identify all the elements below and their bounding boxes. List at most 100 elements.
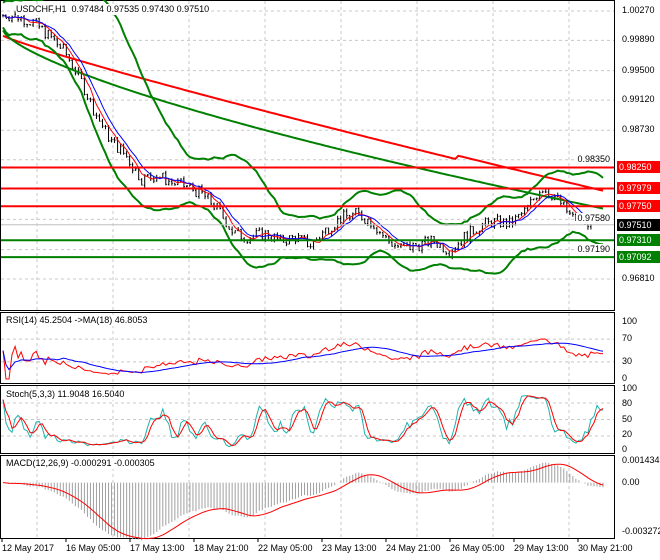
price-bar [330,230,333,237]
price-bar [375,227,378,235]
macd-signal-line [2,463,604,540]
stoch-axis-tick: 50 [622,413,633,424]
price-bar [532,198,535,201]
price-bar [399,243,402,249]
price-bar [101,118,104,129]
rsi-ma-line [2,342,604,373]
stoch-axis-tick: 100 [622,383,638,393]
price-bar [445,251,448,256]
price-bar [53,34,56,41]
price-bar [125,150,128,158]
price-tick: 0.99500 [622,64,655,75]
price-bar [493,218,496,229]
price-bar [418,243,421,252]
price-bar [194,189,197,198]
price-bar [185,185,188,188]
price-bar [505,218,508,230]
price-bar [544,189,547,194]
price-tick: 0.98350 [576,153,611,165]
stoch-axis-tick: 20 [622,429,633,439]
price-bar [11,15,14,23]
price-bar [23,14,26,28]
price-bar [285,241,288,247]
price-bar [384,234,387,239]
price-bar [348,214,351,221]
price-bar [167,178,170,186]
price-bar [571,211,574,217]
macd-label: MACD(12,26,9) -0.000291 -0.000305 [6,458,155,469]
price-bar [104,124,107,130]
price-bar [137,168,140,181]
price-bar [143,174,146,188]
time-axis-label: 23 May 13:00 [322,543,377,553]
bollinger-upper [2,0,604,226]
time-axis-label: 16 May 05:00 [66,543,121,553]
price-bar [309,243,312,249]
price-bar [568,210,571,215]
rsi-axis-tick: 100 [622,316,638,326]
price-bar [128,155,131,167]
price-bar [460,240,463,247]
macd-axis-tick: 0.00 [622,476,640,487]
price-bar [83,77,86,96]
price-bar [472,226,475,235]
price-bar [363,218,366,224]
price-bar [140,178,143,186]
price-bar [228,226,231,230]
price-bar [390,241,393,247]
level-price-tag: 0.97750 [617,200,660,213]
symbol-timeframe: USDCHF,H1 [16,4,67,14]
price-bar [517,213,520,219]
rsi-axis-tick: 0 [622,373,628,383]
stoch-axis-tick: 80 [622,398,633,408]
price-bar [393,242,396,249]
price-bar [430,235,433,249]
price-bar [496,213,499,221]
price-bar [541,190,544,194]
price-bar [378,231,381,235]
price-bar [324,227,327,235]
stoch-signal-line [2,395,604,447]
macd-axis-tick: 0.001434 [622,455,660,465]
macd-axis-tick: -0.003272 [622,526,660,536]
time-axis-label: 17 May 13:00 [130,543,185,553]
panel-0 [0,0,615,311]
price-bar [412,242,415,253]
level-price-tag: 0.97979 [617,182,660,195]
price-bar [396,244,399,249]
level-price-tag: 0.97310 [617,234,660,247]
price-bar [56,36,59,48]
time-axis-label: 30 May 21:00 [578,543,633,553]
current-price-tag: 0.97510 [617,218,660,231]
time-axis-label: 24 May 21:00 [386,543,441,553]
price-bar [86,93,89,101]
time-axis-label: 26 May 05:00 [450,543,505,553]
price-bar [535,197,538,201]
price-bar [29,24,32,26]
price-bar [26,23,29,28]
time-axis-label: 22 May 05:00 [258,543,313,553]
price-bar [62,43,65,49]
price-bar [92,98,95,116]
price-bar [41,25,44,28]
price-bar [47,29,50,40]
price-tick: 0.97580 [576,213,611,225]
time-axis-label: 18 May 21:00 [194,543,249,553]
price-bar [345,208,348,219]
price-bar [523,206,526,215]
price-tick: 0.99120 [622,94,655,105]
ohlc-values: 0.97484 0.97535 0.97430 0.97510 [71,4,210,14]
price-bar [267,230,270,240]
time-axis-label: 12 May 2017 [2,543,55,553]
price-tick: 0.96810 [622,273,655,283]
price-bar [562,201,565,205]
price-bar [89,97,92,103]
price-bar [234,230,237,234]
rsi-label: RSI(14) 45.2504 ->MA(18) 46.8053 [6,315,148,326]
price-bar [502,218,505,228]
price-bar [321,230,324,239]
price-bar [98,113,101,122]
price-bar [357,207,360,216]
stoch-label: Stoch(5,3,3) 11.9048 16.5040 [6,389,125,400]
